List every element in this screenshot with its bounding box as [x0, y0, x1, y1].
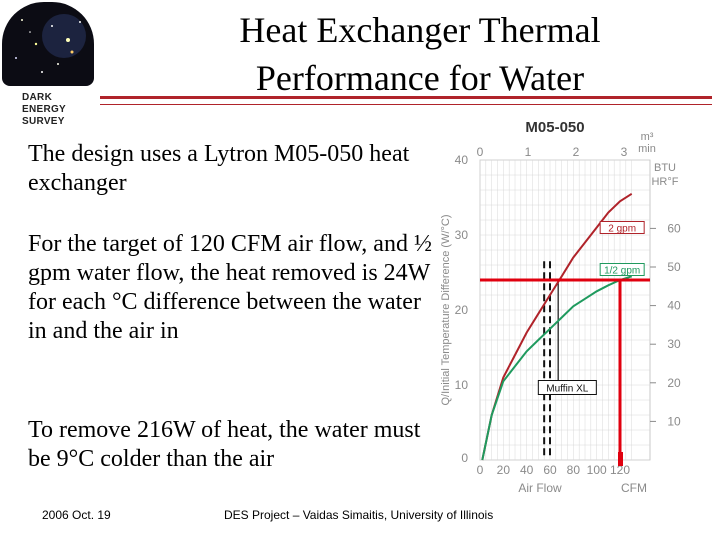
legend-box — [599, 263, 645, 276]
right-axis-tick-label: 20 — [667, 376, 681, 390]
top-axis-unit-top: m³ — [641, 131, 654, 143]
paragraph-remove: To remove 216W of heat, the water must b… — [28, 417, 421, 472]
legend-label: 2 gpm — [608, 224, 636, 235]
right-axis-tick-label: 10 — [667, 414, 681, 428]
annotation-box — [537, 380, 597, 395]
right-axis-tick-label: 40 — [667, 299, 681, 313]
target-airflow-marker — [618, 452, 623, 466]
x-tick-label: 0 — [477, 463, 484, 477]
chart-title: M05-050 — [525, 119, 584, 136]
footer-credit: DES Project – Vaidas Simaitis, Universit… — [224, 508, 494, 522]
right-axis-unit-bottom: HR°F — [651, 176, 678, 188]
right-axis-tick-label: 30 — [667, 337, 681, 351]
series-line-half-gpm — [481, 275, 633, 461]
annotation-label: Muffin XL — [546, 384, 588, 395]
y-tick-label: 20 — [455, 303, 469, 317]
des-logo: DARK ENERGY SURVEY — [0, 0, 98, 127]
x-tick-label: 20 — [497, 463, 511, 477]
x-axis-label: Air Flow — [518, 481, 562, 495]
slide-title: Heat Exchanger Thermal Performance for W… — [150, 6, 690, 102]
top-axis-tick-label: 3 — [621, 145, 628, 159]
legend-box — [599, 221, 645, 234]
x-tick-label: 120 — [610, 463, 630, 477]
y-tick-label: 10 — [455, 378, 469, 392]
y-tick-label: 30 — [455, 228, 469, 242]
paragraph-target: For the target of 120 CFM air flow, and … — [28, 231, 432, 344]
x-tick-label: 100 — [587, 463, 607, 477]
top-axis-tick-label: 1 — [525, 145, 532, 159]
right-axis-unit-top: BTU — [654, 162, 676, 174]
title-divider-thick — [100, 96, 712, 99]
top-axis-unit-bottom: min — [638, 143, 656, 155]
title-divider-thin — [100, 104, 712, 105]
logo-line2: SURVEY — [22, 116, 65, 127]
logo-starfield — [15, 14, 86, 73]
right-axis-tick-label: 60 — [667, 221, 681, 235]
top-axis-tick-label: 0 — [477, 145, 484, 159]
logo-text: DARK ENERGY SURVEY — [22, 92, 98, 128]
legend-label: 1/2 gpm — [604, 266, 640, 277]
y-tick-label: 40 — [455, 153, 469, 167]
x-tick-label: 60 — [543, 463, 557, 477]
series-line-2gpm — [481, 192, 633, 461]
title-line1: Heat Exchanger Thermal — [239, 10, 601, 50]
footer-date: 2006 Oct. 19 — [42, 508, 111, 522]
top-axis-tick-label: 2 — [573, 145, 580, 159]
logo-line1: DARK ENERGY — [22, 92, 67, 115]
x-tick-label: 80 — [567, 463, 581, 477]
y-axis-label: Q/Initial Temperature Difference (W/°C) — [440, 214, 452, 405]
x-axis-unit: CFM — [621, 481, 647, 495]
title-line2: Performance for Water — [255, 58, 585, 98]
logo-night-sky-image — [2, 2, 94, 86]
right-axis-tick-label: 50 — [667, 260, 681, 274]
y-zero-label: 0 — [461, 451, 468, 465]
x-tick-label: 40 — [520, 463, 534, 477]
paragraph-design: The design uses a Lytron M05-050 heat ex… — [28, 141, 410, 196]
